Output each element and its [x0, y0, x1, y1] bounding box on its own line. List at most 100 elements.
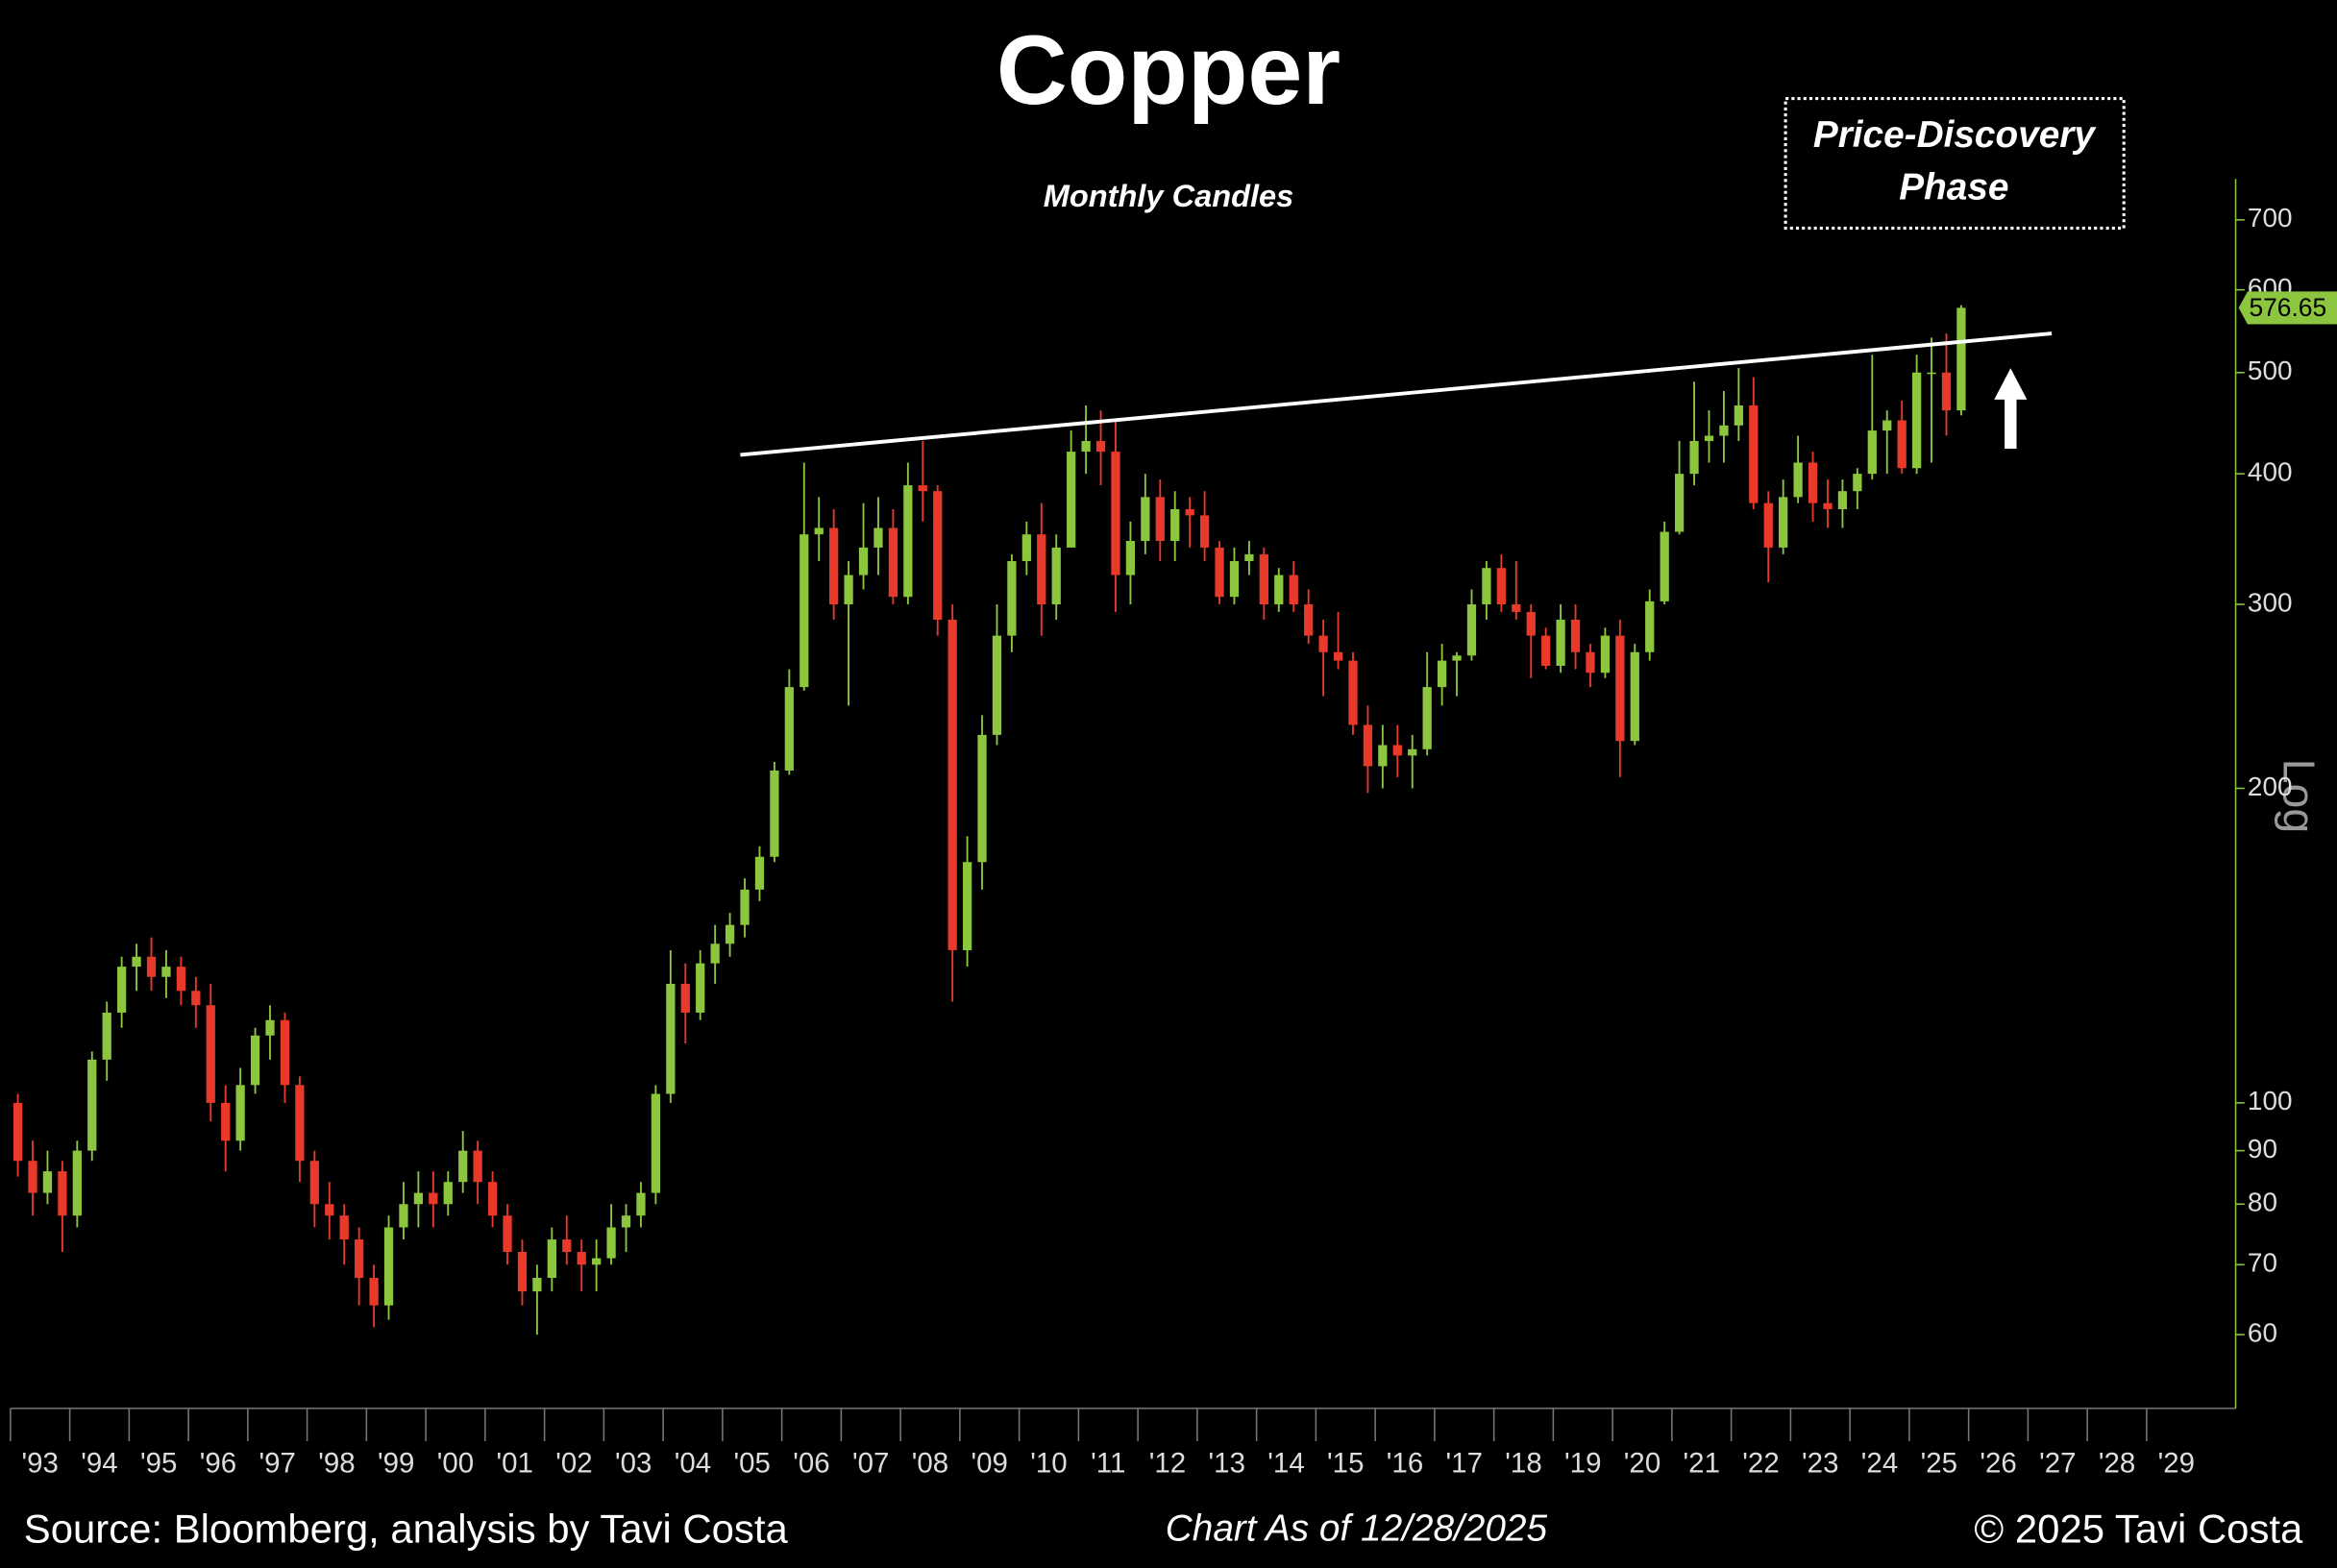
x-tick-label: '02: [555, 1448, 592, 1480]
as-of-date: Chart As of 12/28/2025: [1166, 1507, 1548, 1549]
candle-body: [636, 1192, 646, 1216]
x-tick-label: '18: [1505, 1448, 1541, 1480]
candle-body: [265, 1019, 275, 1036]
candle-body: [992, 635, 1002, 735]
x-tick-label: '08: [912, 1448, 948, 1480]
trendline: [740, 331, 2053, 457]
y-tick-label: 400: [2248, 457, 2293, 487]
x-tick-label: '12: [1149, 1448, 1186, 1480]
candle-body: [888, 527, 898, 598]
x-tick-label: '97: [259, 1448, 296, 1480]
candle-body: [710, 943, 720, 964]
candle-body: [577, 1252, 586, 1265]
candle-body: [532, 1278, 542, 1292]
candle-body: [1645, 600, 1655, 652]
scale-label: Log: [2274, 759, 2324, 834]
candle-body: [800, 534, 809, 688]
x-tick-label: '21: [1684, 1448, 1720, 1480]
candle-body: [1615, 635, 1625, 742]
candle-body: [1689, 440, 1699, 475]
y-tick-label: 700: [2248, 203, 2293, 233]
x-tick-label: '07: [852, 1448, 889, 1480]
x-tick-label: '14: [1267, 1448, 1304, 1480]
x-tick-label: '20: [1624, 1448, 1660, 1480]
x-tick-label: '03: [615, 1448, 652, 1480]
candle-body: [339, 1215, 349, 1240]
candle-body: [295, 1085, 305, 1162]
candle-body: [1496, 568, 1506, 605]
candle-body: [873, 527, 883, 548]
candle-body: [221, 1102, 231, 1141]
candle-body: [814, 527, 824, 535]
candle-body: [1244, 553, 1254, 561]
candle-body: [42, 1171, 53, 1193]
candle-body: [12, 1102, 23, 1162]
candle-body: [235, 1085, 245, 1141]
candle-body: [1466, 604, 1477, 656]
candle-body: [1911, 372, 1922, 469]
candle-body: [1274, 575, 1284, 605]
x-tick-label: '24: [1861, 1448, 1898, 1480]
candle-body: [72, 1150, 82, 1216]
candle-body: [1378, 745, 1388, 767]
candle-body: [1155, 497, 1165, 541]
x-tick-label: '10: [1030, 1448, 1067, 1480]
candle-body: [606, 1227, 616, 1259]
candle-body: [1348, 660, 1358, 725]
annotation-text: Phase: [1899, 166, 2008, 208]
candle-body: [1111, 452, 1120, 576]
candle-body: [858, 547, 869, 576]
y-tick-label: 500: [2248, 355, 2293, 385]
candle-body: [355, 1239, 364, 1279]
candle-body: [1600, 635, 1611, 674]
candle-body: [1897, 420, 1906, 469]
y-tick-label: 80: [2248, 1188, 2277, 1217]
candle-body: [621, 1215, 631, 1228]
candle-body: [325, 1204, 334, 1216]
candle-body: [176, 967, 186, 992]
candle-body: [161, 967, 171, 977]
x-tick-label: '95: [140, 1448, 177, 1480]
candle-body: [1941, 372, 1952, 411]
candle-body: [918, 485, 927, 492]
x-tick-label: '96: [200, 1448, 236, 1480]
y-tick-label: 60: [2248, 1317, 2277, 1347]
candle-body: [1556, 620, 1565, 666]
candle-body: [369, 1278, 379, 1306]
candle-body: [1229, 560, 1240, 598]
y-tick-label: 90: [2248, 1134, 2277, 1164]
candle-body: [1749, 405, 1759, 503]
candle-body: [740, 889, 750, 925]
candle-body: [1927, 372, 1936, 375]
candle-body: [87, 1059, 97, 1151]
arrow-shaft: [2005, 396, 2017, 450]
candle-body: [1808, 462, 1818, 503]
candle-body: [1779, 497, 1788, 548]
candle-body: [1704, 435, 1714, 441]
candle-body: [977, 734, 987, 863]
candle-body: [28, 1161, 37, 1193]
candle-body: [1437, 660, 1447, 688]
candle-body: [473, 1150, 482, 1183]
candle-body: [487, 1182, 498, 1216]
x-tick-label: '09: [972, 1448, 1008, 1480]
candle-body: [725, 924, 735, 944]
candle-body: [1630, 651, 1639, 742]
x-tick-label: '06: [793, 1448, 829, 1480]
x-tick-label: '23: [1802, 1448, 1838, 1480]
x-tick-label: '27: [2039, 1448, 2076, 1480]
candle-body: [1215, 547, 1224, 598]
y-tick-label: 100: [2248, 1086, 2293, 1115]
candle-body: [1660, 531, 1669, 601]
candle-body: [383, 1227, 394, 1306]
candle-body: [651, 1093, 661, 1193]
candle-body: [1570, 620, 1581, 652]
candles: [12, 305, 1966, 1335]
candle-body: [413, 1192, 424, 1205]
candle-body: [1170, 508, 1180, 541]
x-tick-label: '94: [81, 1448, 117, 1480]
candle-body: [443, 1182, 453, 1205]
chart-subtitle: Monthly Candles: [1044, 179, 1294, 213]
